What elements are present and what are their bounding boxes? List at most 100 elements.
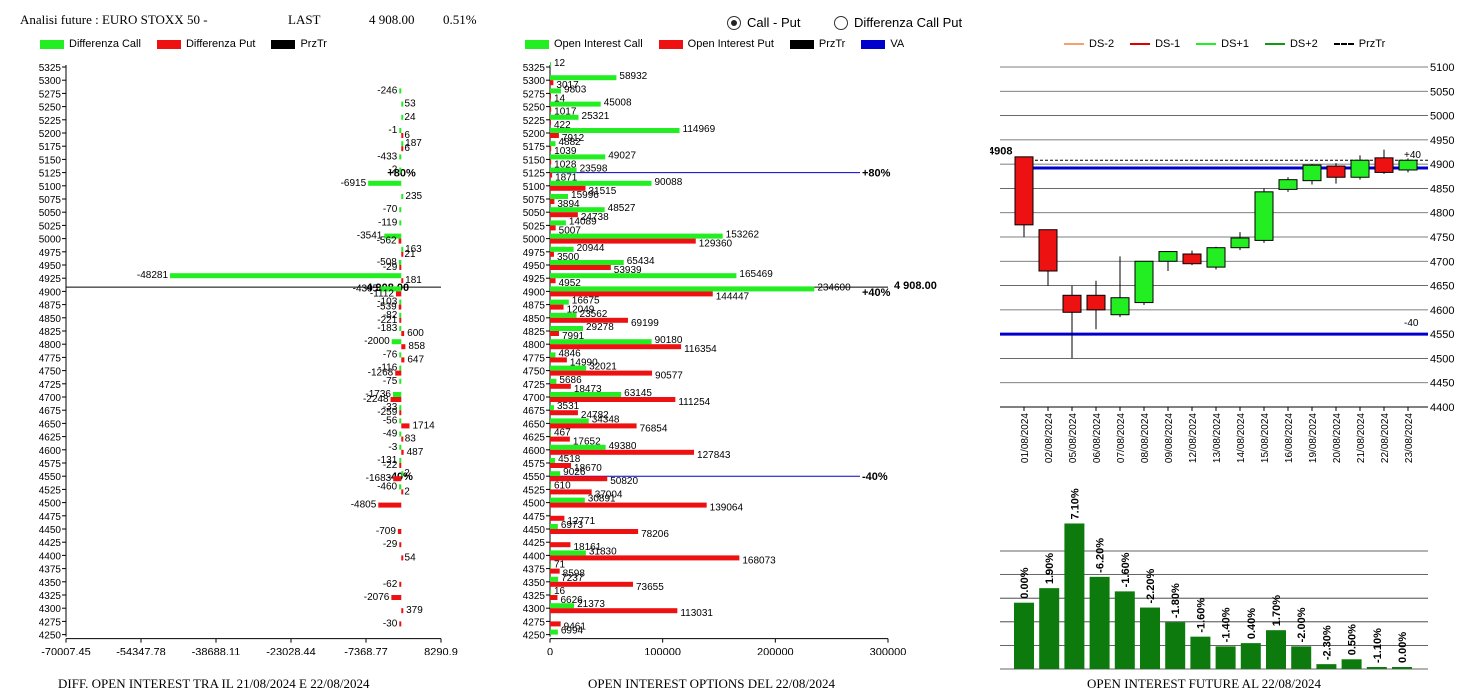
diff-bar <box>399 431 402 437</box>
future-candlestick-chart: 5100 5050 5000 4950 4900 4850 4800 4750 4700 4650… <box>990 62 1454 463</box>
oi-bar <box>550 185 586 191</box>
x-tick-label: 200000 <box>757 647 794 655</box>
strike-tick-label: 4250 <box>39 631 62 642</box>
oi-bar <box>550 146 552 152</box>
oi-legend: Open Interest Call Open Interest Put Prz… <box>525 38 904 50</box>
date-tick-label: 21/08/2024 <box>1356 413 1367 463</box>
date-tick-label: 22/08/2024 <box>1380 413 1391 463</box>
oi-bar <box>550 590 551 595</box>
diff-bar <box>399 312 402 318</box>
oi-bar-label: 16675 <box>572 296 600 307</box>
strike-tick-label: 4375 <box>523 565 546 576</box>
oi-bar <box>550 365 587 371</box>
diff-bar <box>401 246 404 252</box>
ds-plus2-line-icon <box>1264 43 1285 45</box>
oi-bar-label: 25321 <box>582 111 610 122</box>
oi-bar <box>550 550 586 556</box>
future-oi-bar-chart: 0.00% 1.90% 7.10% -6.20% -1.60% -2.20% -1.80% -… <box>1000 488 1428 670</box>
diff-bar <box>399 365 402 371</box>
x-tick-label: 100000 <box>644 647 681 655</box>
oi-bar <box>550 331 560 336</box>
strike-tick-label: 4350 <box>39 578 62 589</box>
candle-body <box>1326 165 1346 178</box>
oi-bar-label: 3894 <box>557 199 580 210</box>
date-tick-label: 09/08/2024 <box>1164 413 1175 463</box>
oi-bar-label: 6973 <box>561 520 584 531</box>
oi-bar <box>550 476 608 482</box>
oi-bar-label: 9461 <box>564 621 587 632</box>
radio-diff-call-put[interactable]: Differenza Call Put <box>834 15 962 30</box>
va-swatch-icon <box>861 39 886 49</box>
diff-bar-label: -33 <box>383 402 398 413</box>
strike-tick-label: 4975 <box>39 248 62 259</box>
diff-bar-label: -433 <box>377 151 397 162</box>
diff-bar-label: -6915 <box>341 178 367 189</box>
x-tick-label: -70007.45 <box>41 647 91 655</box>
diff-bar-label: -2248 <box>363 394 389 405</box>
diff-bar <box>397 529 402 534</box>
strike-tick-label: 4425 <box>39 538 62 549</box>
strike-tick-label: 5075 <box>523 195 546 206</box>
diff-bar <box>399 220 402 226</box>
x-tick-label: 8290.9 <box>424 647 458 655</box>
diff-bar <box>391 339 402 345</box>
legend-ds-plus1: DS+1 <box>1221 38 1249 50</box>
candle-body <box>1038 229 1058 272</box>
oi-bar-label: 422 <box>554 120 571 131</box>
oi-bar <box>550 141 556 147</box>
diff-bar-label: -562 <box>377 236 397 247</box>
diff-bar <box>401 423 410 429</box>
oi-bar-label: 144447 <box>716 291 750 302</box>
put-swatch-icon <box>156 39 181 49</box>
oi-bar-label: 467 <box>554 428 571 439</box>
oi-bar <box>550 119 551 125</box>
oi-bar-label: 48527 <box>608 203 636 214</box>
strike-tick-label: 5050 <box>39 208 62 219</box>
diff-bar-label: 379 <box>406 605 423 616</box>
diff-bar <box>399 581 402 587</box>
oi-bar <box>550 344 682 350</box>
oi-bar-label: 3500 <box>557 252 580 263</box>
diff-bar <box>399 352 402 358</box>
strike-tick-label: 5150 <box>39 155 62 166</box>
strike-tick-label: 4575 <box>523 459 546 470</box>
diff-bar-label: 858 <box>408 341 425 352</box>
future-footer: OPEN INTEREST FUTURE AL 22/08/2024 <box>1087 676 1322 691</box>
oi-bar <box>550 449 695 455</box>
strike-tick-label: 4750 <box>523 367 546 378</box>
strike-tick-label: 4725 <box>39 380 62 391</box>
diff-bar-label: -4805 <box>351 500 377 511</box>
oi-bar-label: 5007 <box>559 225 582 236</box>
oi-bar <box>550 62 551 67</box>
strike-tick-label: 4700 <box>39 393 62 404</box>
future-oi-label: -2.00% <box>1296 607 1308 642</box>
oi-bar <box>550 563 551 569</box>
strike-tick-label: 5025 <box>523 221 546 232</box>
oi-bar-label: 18473 <box>574 384 602 395</box>
oi-bar-label: 65434 <box>627 256 655 267</box>
date-tick-label: 12/08/2024 <box>1188 413 1199 463</box>
y-tick-label: 4950 <box>1430 135 1454 147</box>
oi-bar-label: 78206 <box>641 529 669 540</box>
strike-tick-label: 4400 <box>523 551 546 562</box>
strike-tick-label: 4800 <box>523 340 546 351</box>
diff-bar <box>401 133 404 138</box>
future-oi-bar <box>1392 667 1412 669</box>
diff-bar <box>390 397 402 402</box>
strike-tick-label: 4300 <box>39 604 62 615</box>
y-tick-label: 4850 <box>1430 183 1454 195</box>
oi-bar <box>550 286 815 292</box>
diff-bar <box>399 154 402 160</box>
radio-call-put[interactable]: Call - Put <box>727 15 800 30</box>
oi-bar <box>550 576 559 582</box>
future-oi-label: -1.80% <box>1170 583 1182 618</box>
diff-bar <box>401 146 404 152</box>
diff-bar <box>401 194 404 199</box>
oi-bar <box>550 444 606 450</box>
oi-bar-label: 5686 <box>559 375 582 386</box>
oi-bar <box>550 133 559 138</box>
diff-bar-label: 24 <box>404 112 416 123</box>
oi-bar <box>550 304 564 310</box>
strike-tick-label: 4400 <box>39 551 62 562</box>
oi-bar-label: 15996 <box>571 190 599 201</box>
